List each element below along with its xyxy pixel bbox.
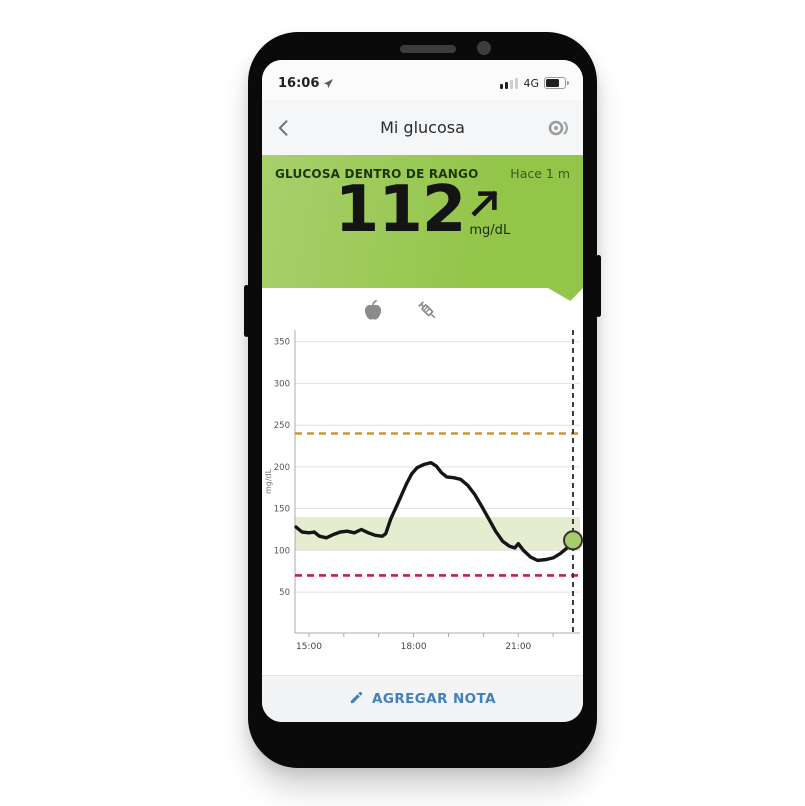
add-note-button[interactable]: AGREGAR NOTA [262,675,583,722]
svg-text:50: 50 [279,588,290,598]
signal-bars-icon [500,74,519,93]
status-bar: 16:06 4G [262,60,583,100]
svg-text:350: 350 [274,338,290,348]
nav-bar: Mi glucosa [262,100,583,155]
svg-text:200: 200 [274,463,290,473]
power-button [596,255,601,317]
pencil-icon [349,690,364,709]
phone-screen: 16:06 4G [262,60,583,722]
svg-text:250: 250 [274,421,290,431]
svg-text:18:00: 18:00 [401,642,427,652]
svg-text:100: 100 [274,546,290,556]
svg-text:mg/dL: mg/dL [264,468,273,494]
add-note-label: AGREGAR NOTA [372,691,496,707]
banner-pointer-tail [548,288,583,301]
battery-icon [544,74,569,93]
network-type: 4G [523,76,539,90]
svg-text:150: 150 [274,505,290,515]
back-button[interactable] [274,118,294,138]
svg-text:300: 300 [274,379,290,389]
svg-text:21:00: 21:00 [505,642,531,652]
trend-up-arrow-icon [469,187,501,223]
volume-button [244,285,249,337]
sound-alerts-button[interactable] [545,116,571,140]
insulin-syringe-icon [415,298,441,324]
glucose-status-banner: GLUCOSA DENTRO DE RANGO Hace 1 m 112 mg/… [262,155,583,288]
glucose-range-status: GLUCOSA DENTRO DE RANGO [275,167,479,181]
clock-time: 16:06 [278,75,320,91]
food-apple-icon [360,298,386,324]
glucose-value: 112 [334,173,467,247]
phone-frame: 16:06 4G [244,32,601,768]
phone-speaker [400,45,456,53]
location-arrow-icon [323,74,334,93]
last-reading-time: Hace 1 m [510,166,570,181]
glucose-chart[interactable]: 50 100 150 200 250 300 350 15:00 18:00 21:00 mg/dL [262,320,583,665]
page-title: Mi glucosa [380,118,465,137]
glucose-unit: mg/dL [469,223,511,239]
phone-front-camera [477,41,491,55]
glucose-reading: 112 mg/dL [275,173,570,247]
svg-text:15:00: 15:00 [296,642,322,652]
